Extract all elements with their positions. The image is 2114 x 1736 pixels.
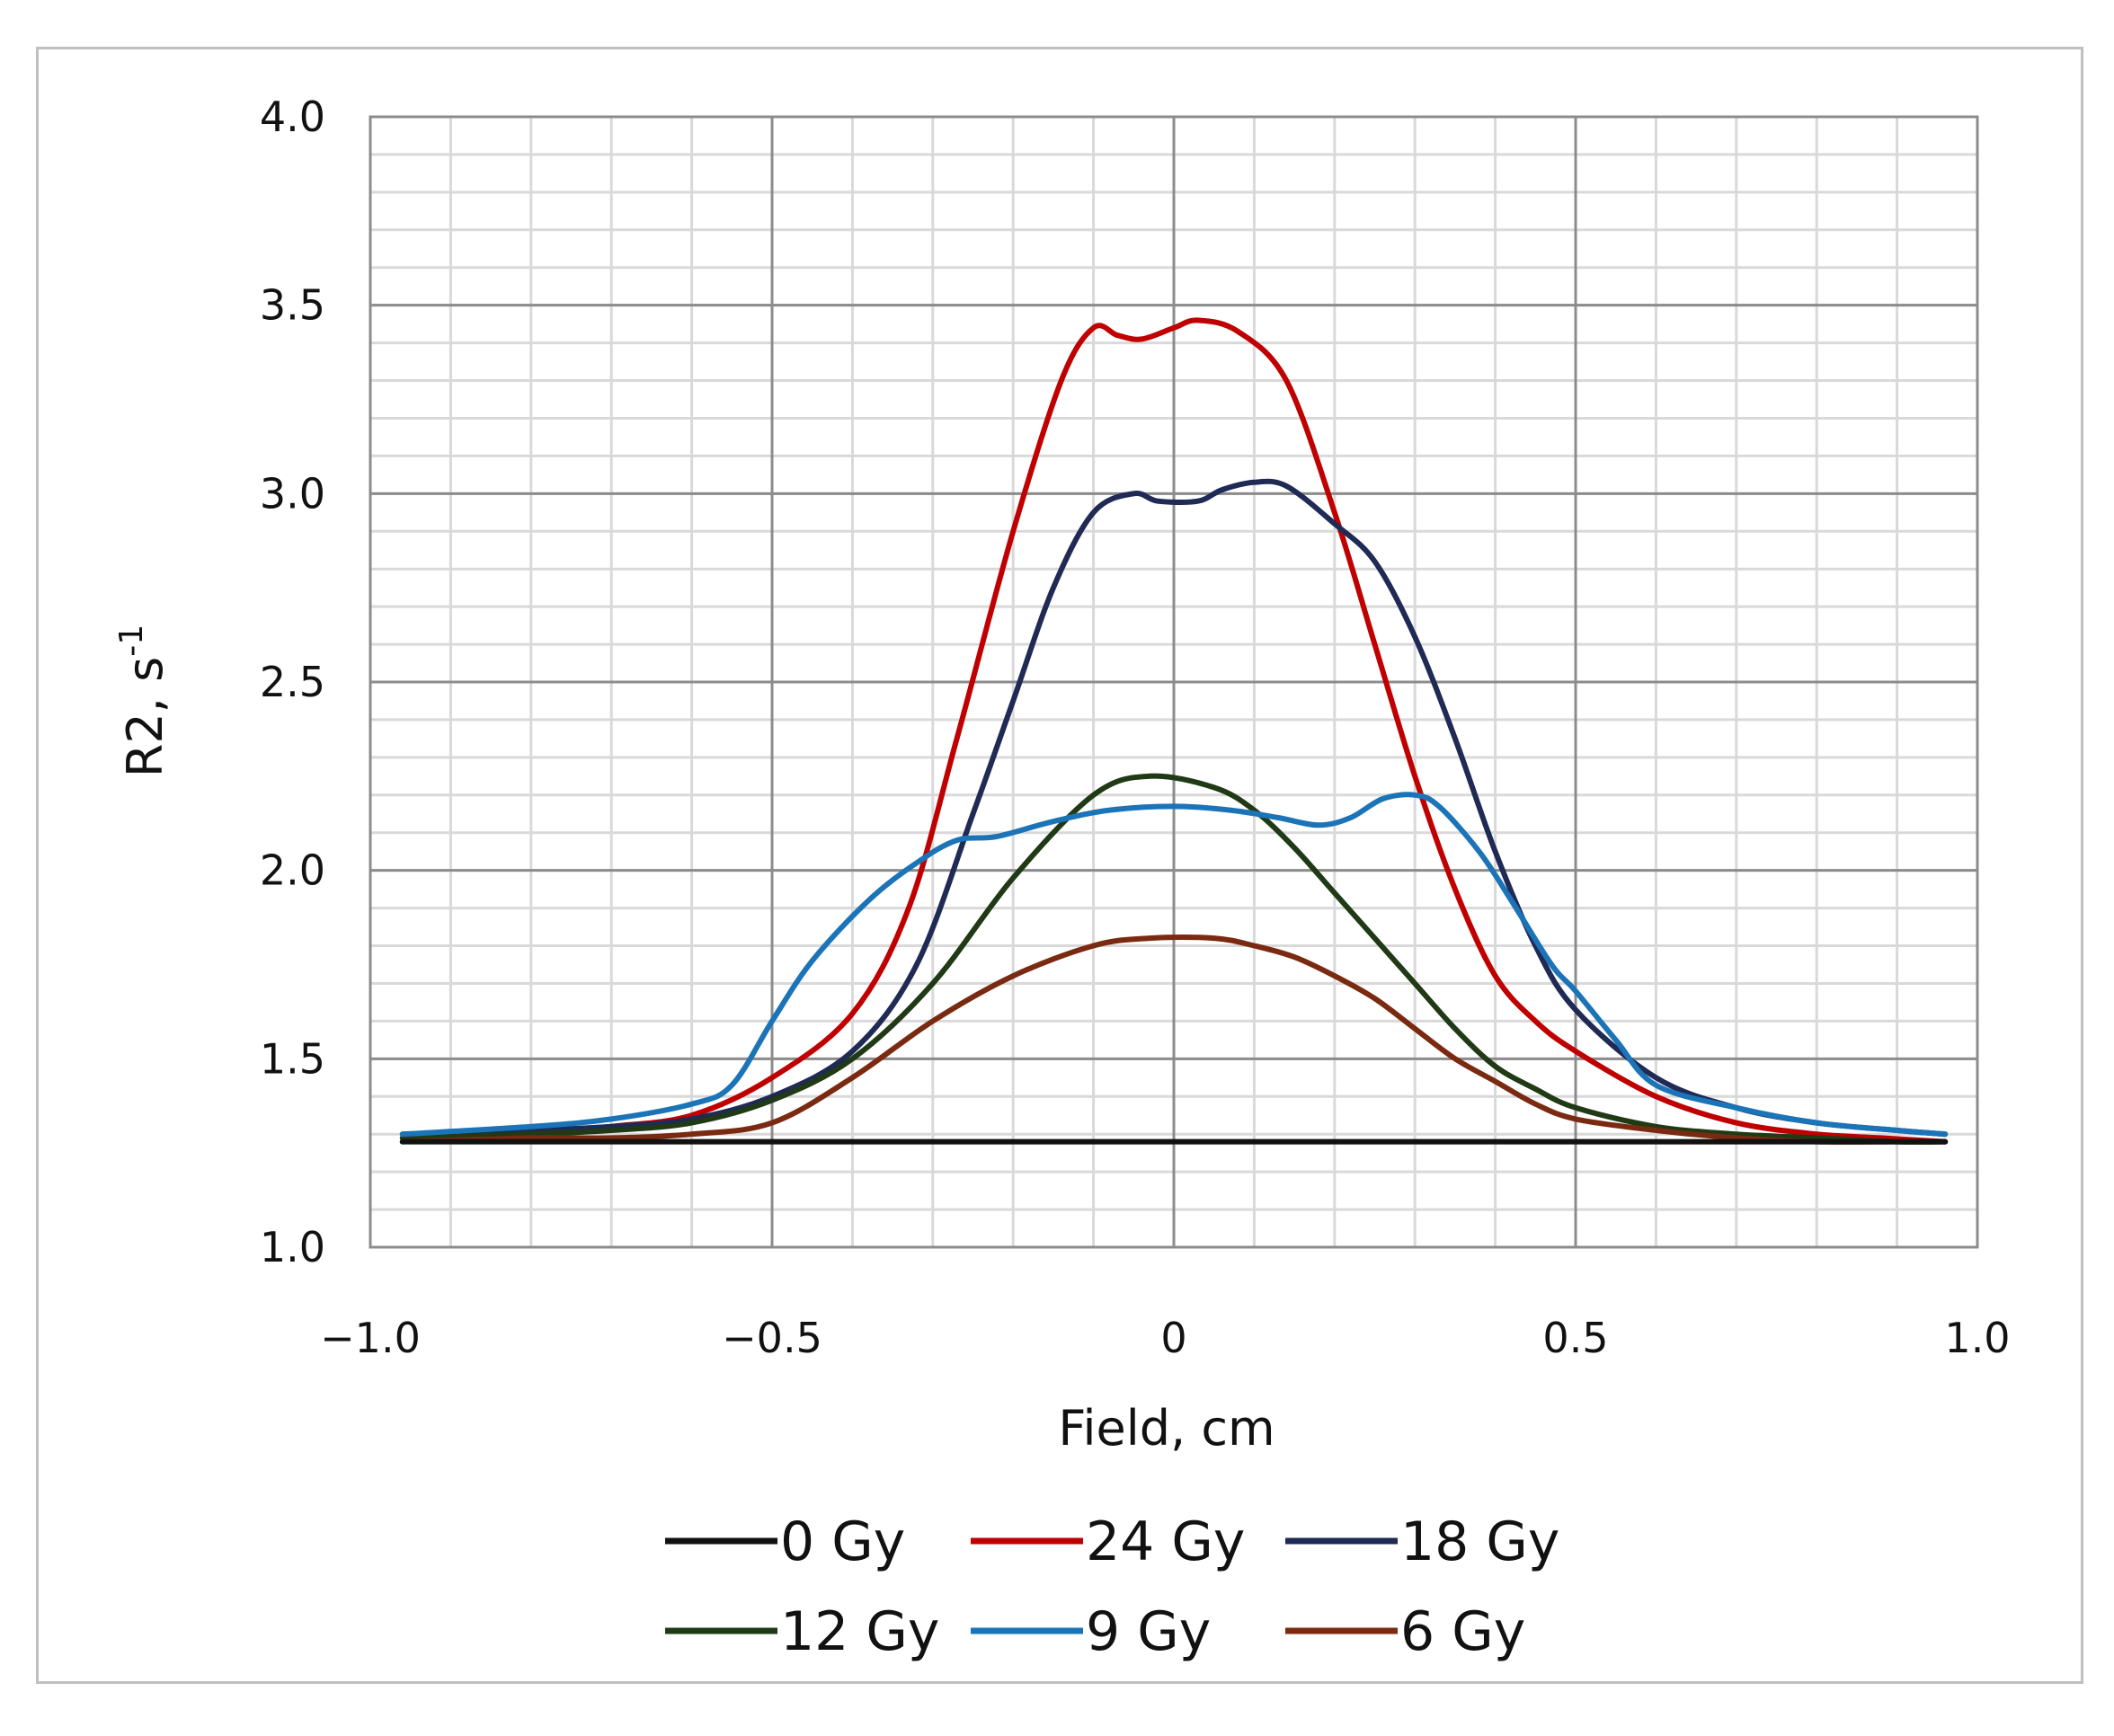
y-tick-label: 3.0 xyxy=(260,469,325,518)
legend-label-18-gy: 18 Gy xyxy=(1400,1510,1559,1573)
series-lines xyxy=(399,317,1949,1145)
tick-labels: 1.0 1.5 2.0 2.5 3.0 3.5 4.0 −1.0 −0.5 0 0.5 1.0 xyxy=(260,93,2011,1362)
series-line-6-gy xyxy=(399,934,1949,1145)
legend-label-6-gy: 6 Gy xyxy=(1400,1600,1525,1663)
y-tick-label: 2.0 xyxy=(260,846,325,895)
legend: 0 Gy 24 Gy 18 Gy 12 Gy 9 Gy 6 Gy xyxy=(665,1510,1559,1663)
y-tick-label: 4.0 xyxy=(260,93,325,141)
legend-label-9-gy: 9 Gy xyxy=(1086,1600,1211,1663)
x-tick-label: 1.0 xyxy=(1944,1314,2010,1362)
axes xyxy=(369,115,1979,1249)
y-tick-label: 2.5 xyxy=(260,658,325,706)
series-line-24-gy xyxy=(399,317,1949,1145)
y-tick-label: 1.5 xyxy=(260,1034,325,1083)
chart-frame xyxy=(36,47,2083,1684)
y-tick-label: 3.5 xyxy=(260,281,325,330)
y-axis-title: R2, s-1 xyxy=(113,624,173,777)
y-tick-label: 1.0 xyxy=(260,1223,325,1271)
x-tick-label: 0 xyxy=(1160,1314,1186,1362)
legend-label-0-gy: 0 Gy xyxy=(780,1510,905,1573)
plot-area-border xyxy=(369,115,1979,1249)
y-axis-title-main: R2, s xyxy=(117,657,173,777)
grid xyxy=(369,115,1979,1249)
x-tick-label: 0.5 xyxy=(1542,1314,1608,1362)
legend-label-24-gy: 24 Gy xyxy=(1086,1510,1245,1573)
legend-label-12-gy: 12 Gy xyxy=(780,1600,939,1663)
series-line-9-gy xyxy=(399,792,1949,1138)
x-tick-label: −0.5 xyxy=(722,1314,822,1362)
series-line-18-gy xyxy=(399,478,1949,1138)
x-tick-label: −1.0 xyxy=(320,1314,421,1362)
y-axis-title-superscript: -1 xyxy=(113,624,150,657)
x-axis-title: Field, cm xyxy=(1058,1400,1275,1457)
